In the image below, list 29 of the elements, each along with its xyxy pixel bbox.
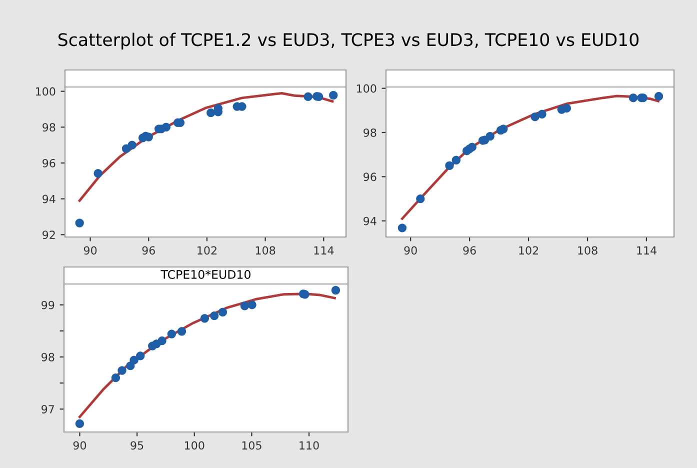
- x-tick-label: 95: [130, 441, 144, 450]
- x-tick-label: 110: [300, 441, 319, 450]
- x-tick-label: 90: [84, 246, 97, 255]
- y-tick-label: 98: [364, 128, 376, 137]
- chart-title: TCPE10*EUD10: [160, 270, 250, 279]
- x-tick-label: 96: [463, 246, 476, 255]
- x-tick-label: 90: [73, 441, 86, 450]
- y-tick-label: 92: [42, 230, 55, 240]
- x-tick-label: 102: [198, 246, 216, 255]
- y-tick-label: 100: [36, 87, 56, 96]
- x-tick-label: 105: [242, 441, 262, 450]
- x-tick-label: 96: [142, 246, 155, 255]
- x-tick-label: 114: [637, 246, 656, 254]
- x-tick-label: 100: [184, 441, 204, 450]
- y-tick-label: 98: [42, 123, 56, 132]
- y-tick-label: 100: [356, 84, 376, 93]
- x-tick-label: 114: [314, 246, 334, 254]
- x-tick-label: 102: [519, 246, 538, 255]
- y-tick-label: 94: [42, 194, 56, 204]
- y-tick-label: 98: [42, 352, 54, 362]
- x-tick-label: 108: [578, 246, 598, 255]
- y-tick-label: 96: [42, 158, 56, 168]
- y-tick-label: 97: [42, 405, 54, 414]
- y-tick-label: 96: [364, 172, 376, 182]
- chart-title: Scatterplot of TCPE1.2 vs EUD3, TCPE3 vs EUD3, TCPE10 vs EUD10: [58, 32, 639, 50]
- x-tick-label: 90: [404, 246, 417, 255]
- y-tick-label: 99: [42, 300, 54, 310]
- y-tick-label: 94: [364, 216, 376, 226]
- x-tick-label: 108: [256, 246, 276, 255]
